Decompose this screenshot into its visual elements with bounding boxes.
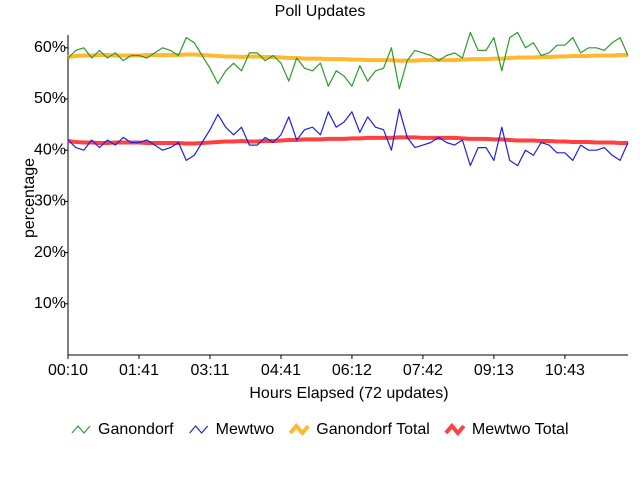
legend-label: Ganondorf bbox=[98, 421, 174, 438]
y-tick-label: 60% bbox=[34, 39, 66, 56]
y-tick-label: 30% bbox=[34, 193, 66, 210]
x-tick-label: 06:12 bbox=[332, 362, 372, 379]
x-tick-label: 04:41 bbox=[261, 362, 301, 379]
x-tick-label: 03:11 bbox=[191, 362, 230, 379]
x-tick-label: 00:10 bbox=[48, 362, 88, 379]
y-tick-label: 10% bbox=[34, 295, 66, 312]
x-tick-label: 09:13 bbox=[474, 362, 514, 379]
legend-icon bbox=[444, 422, 466, 437]
x-tick-label: 10:43 bbox=[545, 362, 585, 379]
x-tick-label: 07:42 bbox=[403, 362, 443, 379]
y-axis-label: percentage bbox=[21, 158, 38, 238]
legend-label: Mewtwo bbox=[216, 421, 275, 438]
y-tick-label: 50% bbox=[34, 90, 66, 107]
line-series bbox=[67, 135, 628, 146]
line-series bbox=[67, 52, 628, 63]
x-tick-label: 01:41 bbox=[119, 362, 159, 379]
legend-icon bbox=[71, 425, 91, 434]
legend-icon bbox=[189, 425, 209, 434]
legend-label: Ganondorf Total bbox=[316, 421, 430, 438]
line-series bbox=[67, 108, 629, 167]
line-series bbox=[67, 31, 629, 90]
legend-label: Mewtwo Total bbox=[472, 421, 569, 438]
x-axis-label: Hours Elapsed (72 updates) bbox=[249, 385, 448, 402]
chart-title: Poll Updates bbox=[275, 3, 366, 20]
y-tick-label: 40% bbox=[34, 141, 66, 158]
y-tick-label: 20% bbox=[34, 244, 66, 261]
legend-icon bbox=[288, 422, 310, 437]
